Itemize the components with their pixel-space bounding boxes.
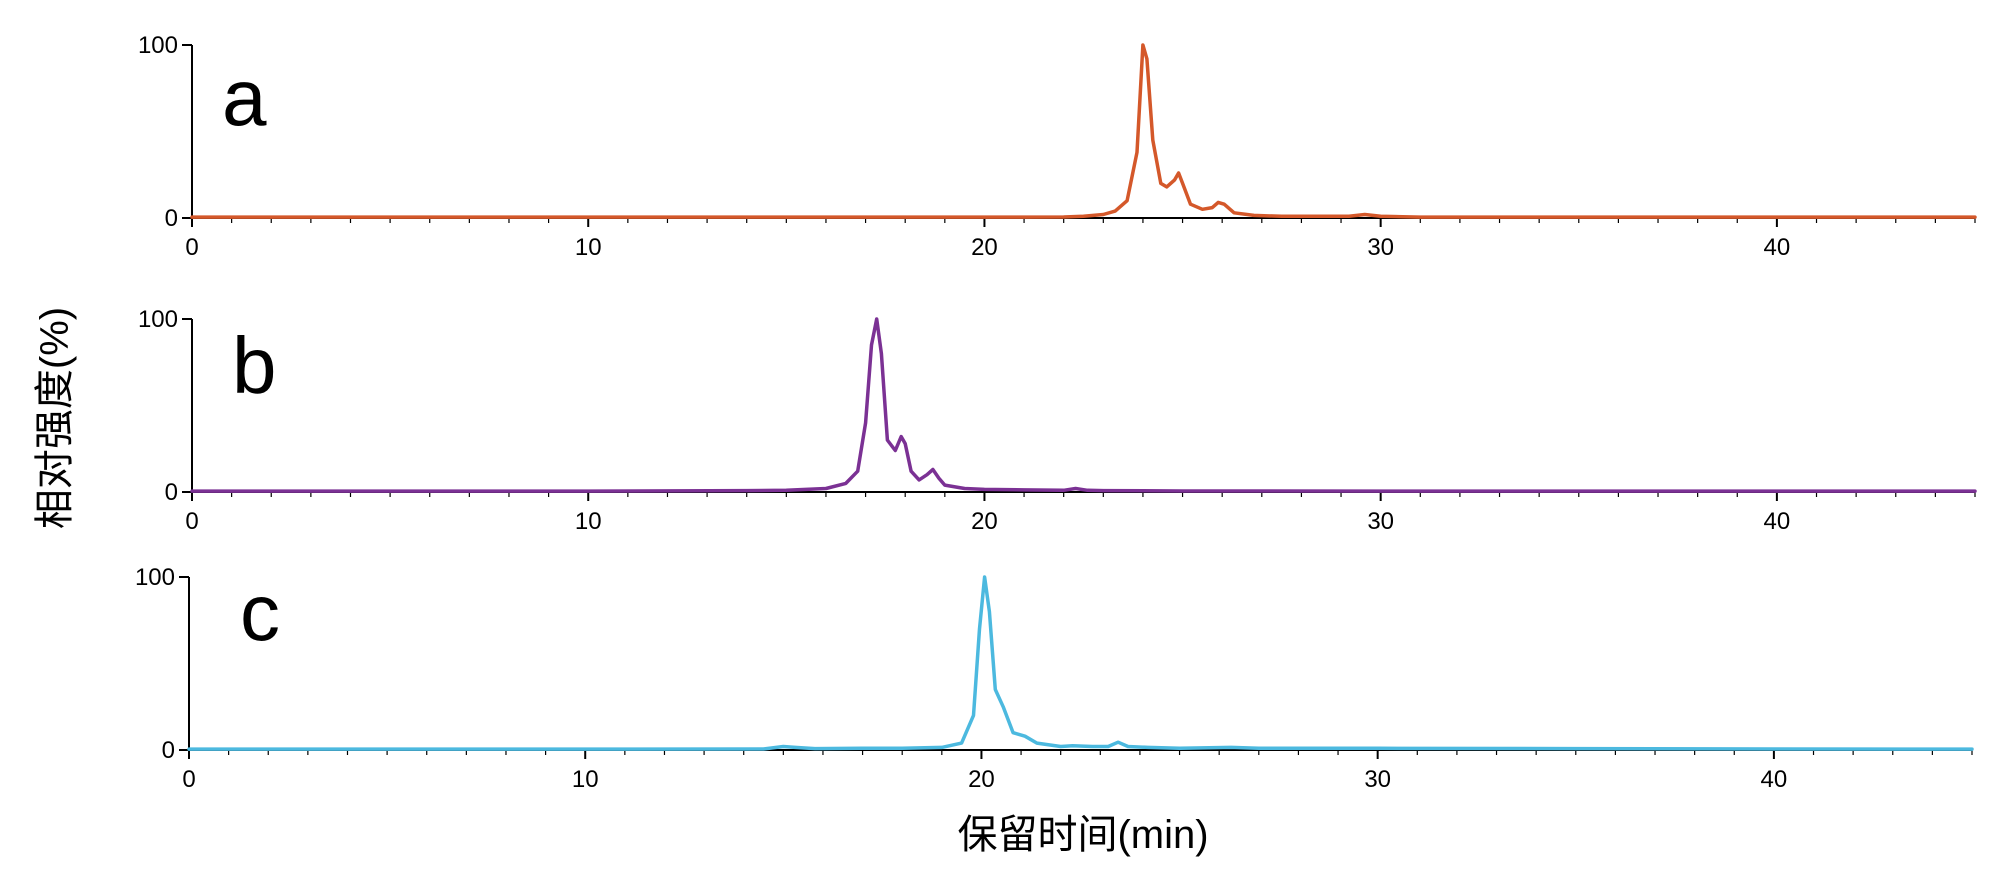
series-line-a bbox=[190, 43, 1977, 219]
x-tick-label: 20 bbox=[971, 508, 998, 535]
y-tick-label: 0 bbox=[165, 479, 178, 506]
x-tick-label: 10 bbox=[575, 508, 602, 535]
x-tick-label: 30 bbox=[1367, 234, 1394, 261]
y-tick-label: 100 bbox=[135, 564, 175, 591]
y-tick-label: 0 bbox=[162, 737, 175, 764]
y-tick-label: 100 bbox=[138, 32, 178, 59]
panel-b: 0 10 20 30 40 0 100 b bbox=[138, 306, 1977, 535]
chart-panels: 0 10 20 30 40 0 100 a 0 10 20 30 40 0 100 b 0 10 20 30 40 0 10… bbox=[135, 32, 1977, 793]
panel-c: 0 10 20 30 40 0 100 c bbox=[135, 564, 1974, 793]
x-tick-label: 10 bbox=[575, 234, 602, 261]
x-tick-label: 20 bbox=[971, 234, 998, 261]
series-line-c bbox=[187, 575, 1974, 751]
x-axis-title: 保留时间(min) bbox=[957, 813, 1208, 857]
series-line-b bbox=[190, 317, 1977, 493]
x-tick-label: 0 bbox=[185, 234, 198, 261]
x-tick-label: 40 bbox=[1764, 234, 1791, 261]
x-tick-label: 0 bbox=[185, 508, 198, 535]
x-tick-label: 40 bbox=[1764, 508, 1791, 535]
x-tick-label: 0 bbox=[182, 766, 195, 793]
y-tick-label: 100 bbox=[138, 306, 178, 333]
panel-a: 0 10 20 30 40 0 100 a bbox=[138, 32, 1977, 261]
x-tick-label: 40 bbox=[1761, 766, 1788, 793]
x-tick-label: 30 bbox=[1364, 766, 1391, 793]
x-tick-label: 30 bbox=[1367, 508, 1394, 535]
x-tick-label: 20 bbox=[968, 766, 995, 793]
panel-letter: b bbox=[232, 321, 277, 410]
panel-letter: a bbox=[222, 53, 267, 142]
panel-letter: c bbox=[240, 568, 280, 657]
y-axis-title: 相对强度(%) bbox=[33, 307, 77, 529]
x-tick-label: 10 bbox=[572, 766, 599, 793]
y-tick-label: 0 bbox=[165, 205, 178, 232]
